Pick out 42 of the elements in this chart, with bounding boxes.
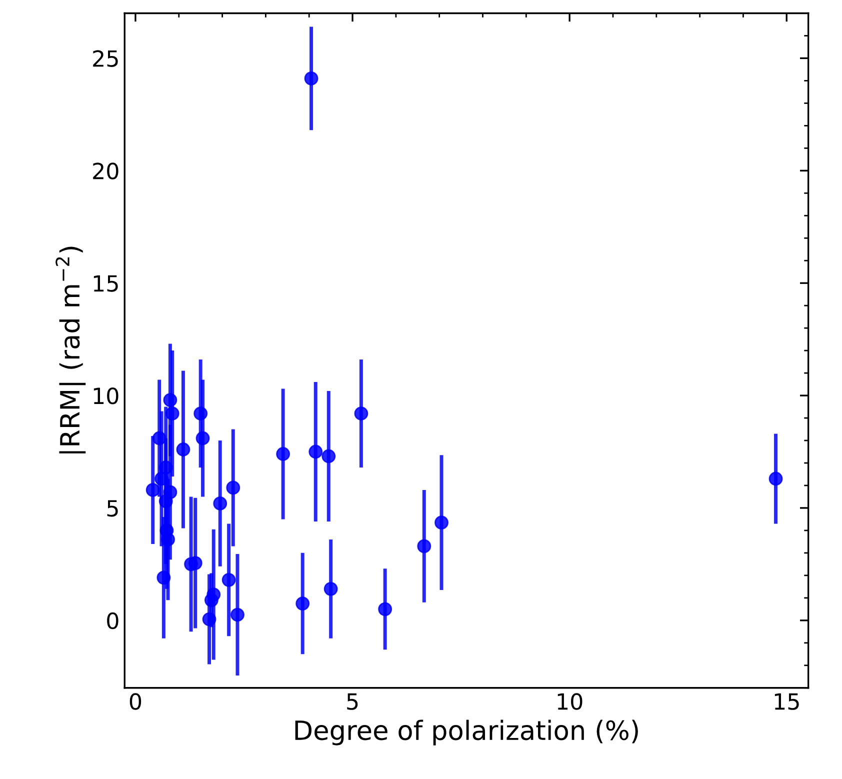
y-tick-label: 10 [94, 387, 118, 404]
point [322, 449, 336, 464]
point [161, 532, 175, 546]
x-tick-label: 10 [558, 693, 582, 710]
point [152, 431, 166, 446]
y-tick-label: 0 [107, 612, 118, 630]
x-tick-label: 15 [774, 693, 799, 710]
point [196, 431, 210, 446]
point [324, 582, 338, 596]
point [296, 596, 310, 610]
point [165, 406, 180, 420]
y-tick-label: 20 [93, 162, 118, 180]
point [202, 612, 216, 626]
point [378, 602, 392, 616]
point [417, 539, 432, 554]
point [222, 572, 236, 587]
point [154, 472, 168, 486]
x-tick-label: 0 [130, 693, 142, 710]
point [163, 393, 178, 407]
point [206, 588, 221, 602]
point [163, 485, 178, 500]
x-tick-label: 5 [347, 693, 358, 710]
point [304, 72, 318, 86]
y-axis-title: |RRM| (rad m$^{−2}$) [56, 246, 86, 454]
point [194, 406, 208, 420]
point [434, 516, 448, 530]
point [176, 442, 190, 456]
point [308, 444, 323, 459]
point [226, 480, 240, 495]
y-tick-label: 15 [94, 275, 118, 292]
x-axis-title: Degree of polarization (%) [295, 720, 638, 746]
point [230, 608, 244, 622]
point [146, 483, 160, 497]
point [158, 460, 173, 474]
point [156, 570, 171, 585]
y-tick-label: 25 [93, 50, 118, 67]
point [768, 472, 783, 486]
y-tick-label: 5 [107, 500, 118, 517]
point [276, 447, 290, 461]
point [213, 496, 228, 510]
point [354, 406, 368, 420]
point [188, 556, 202, 570]
